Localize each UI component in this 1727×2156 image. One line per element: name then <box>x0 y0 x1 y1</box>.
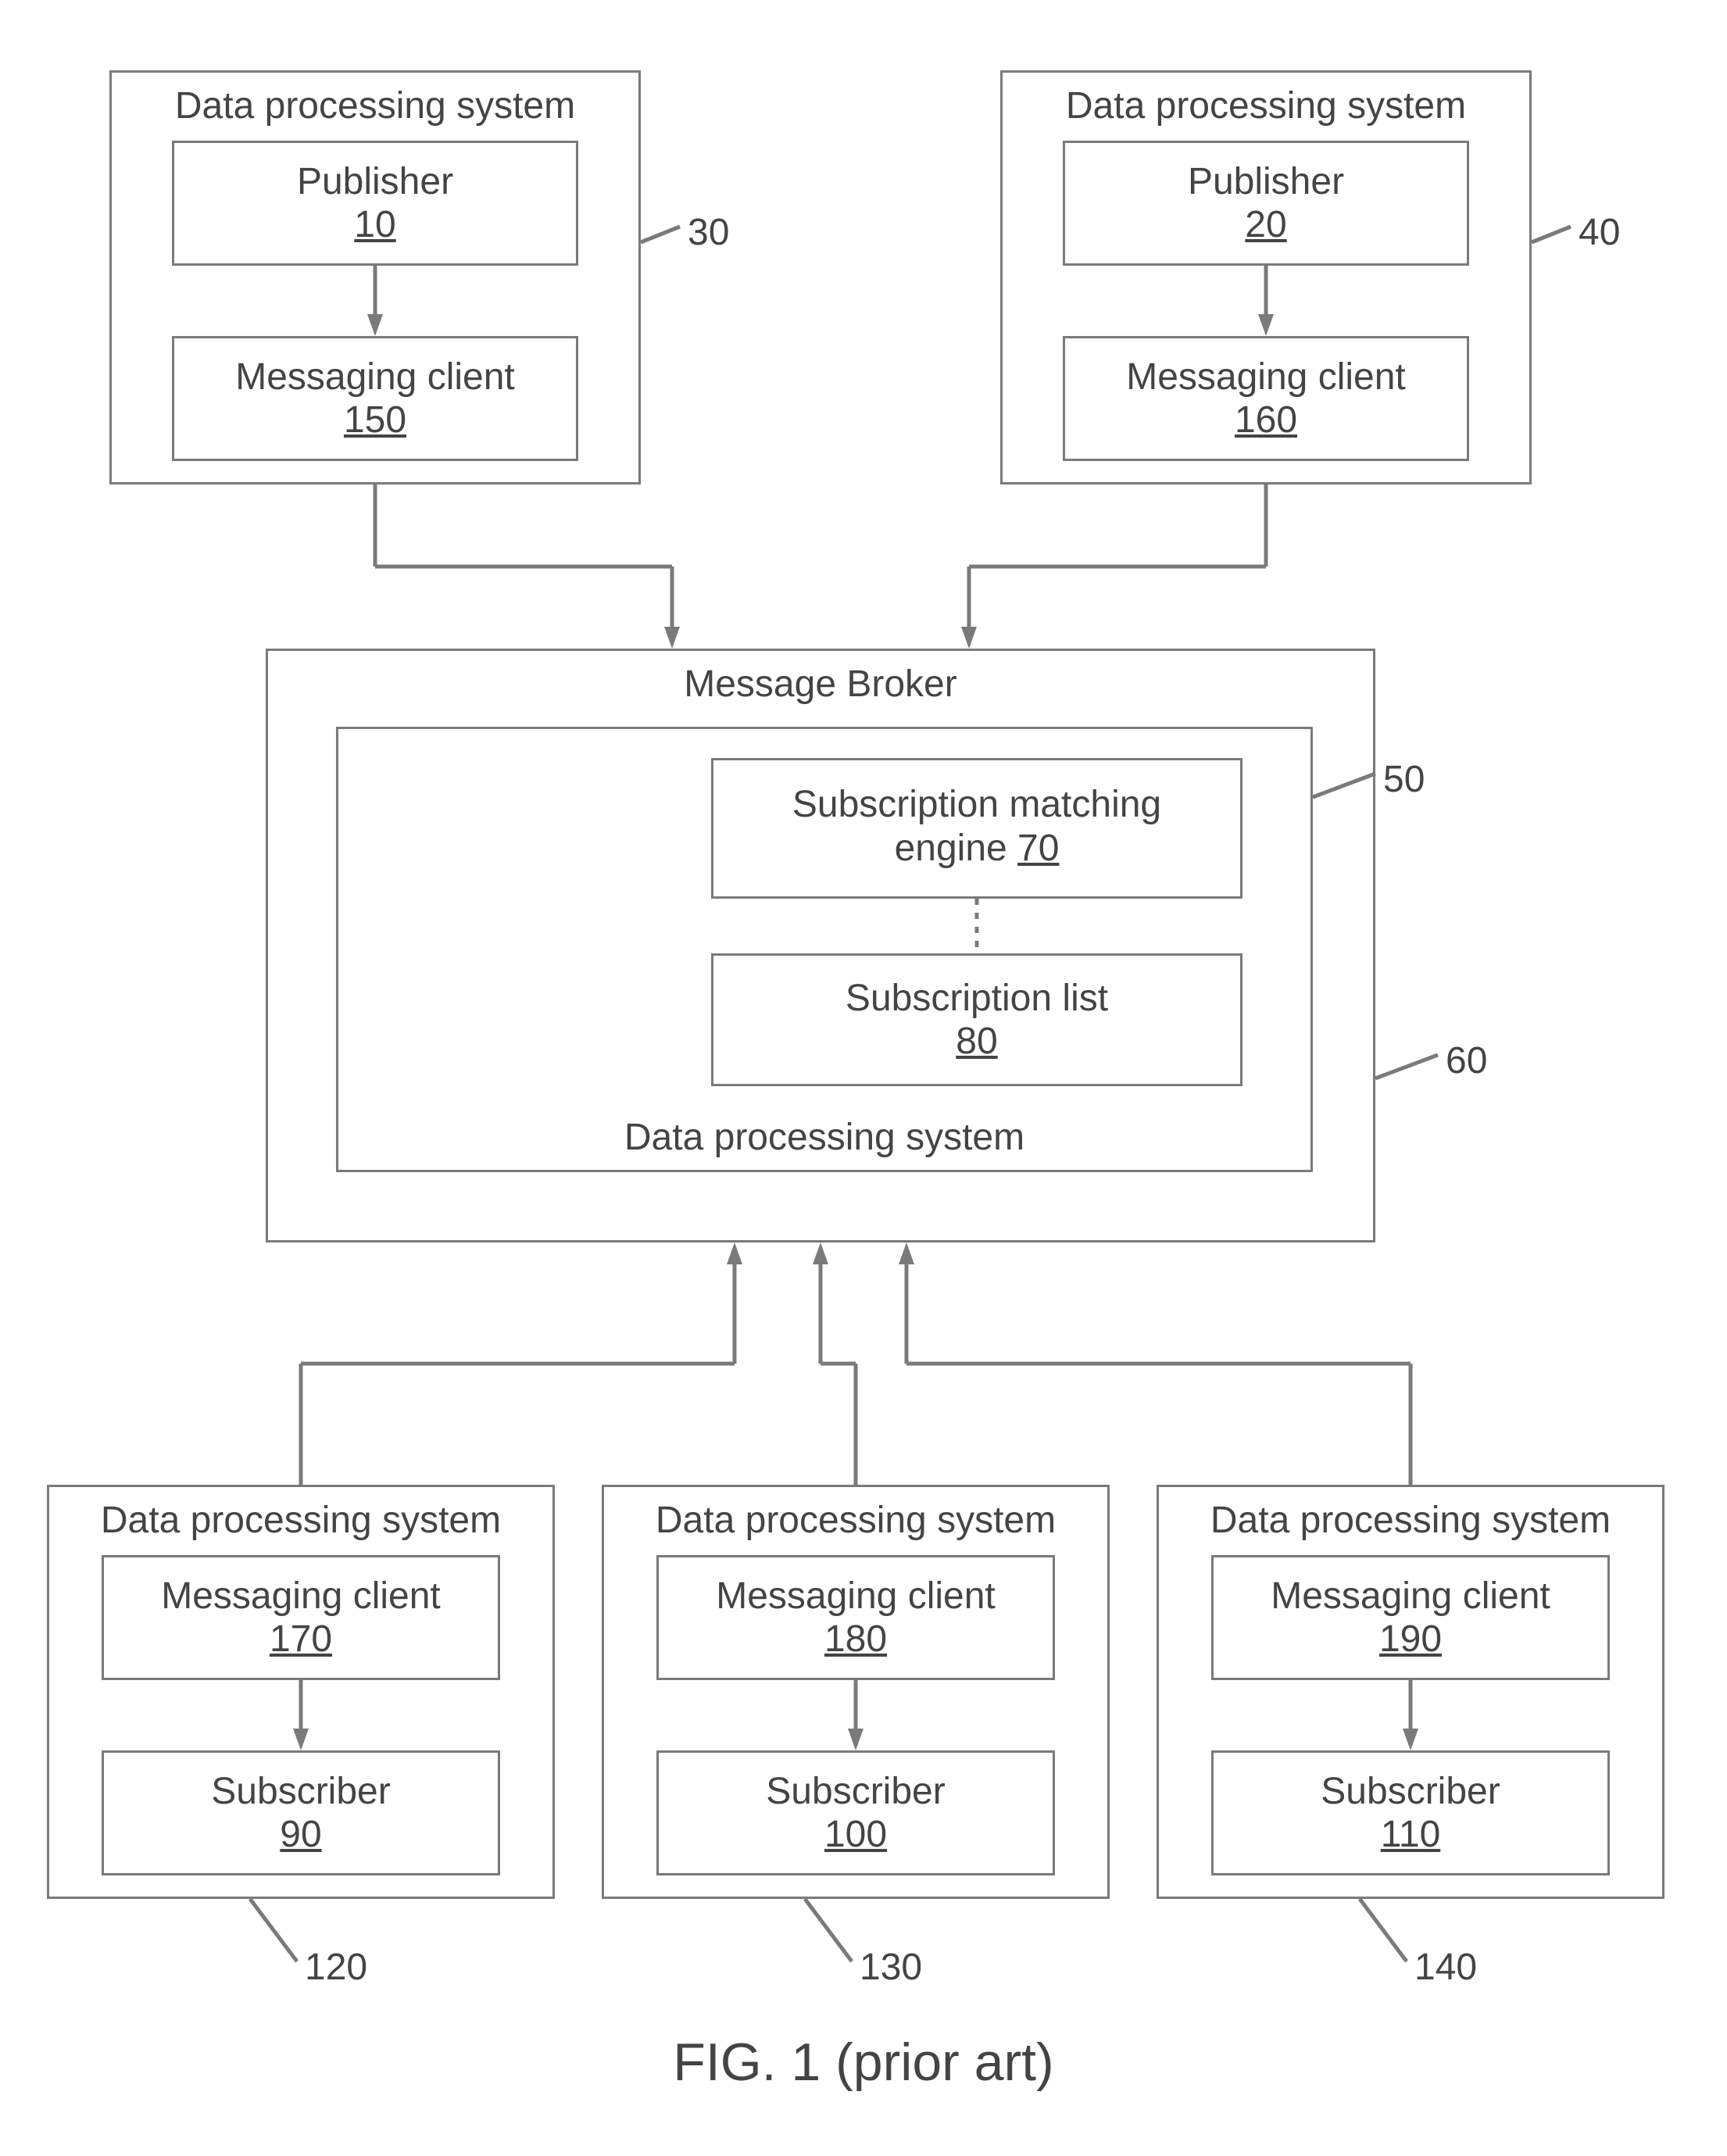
node-title: Subscription list80 <box>711 977 1243 1063</box>
node-title: Publisher10 <box>172 160 578 246</box>
node-title-bottom: Data processing system <box>336 1116 1313 1159</box>
ref-label-140: 140 <box>1414 1946 1508 1989</box>
figure-caption: FIG. 1 (prior art) <box>395 2032 1332 2093</box>
ref-label-30: 30 <box>688 211 781 254</box>
ref-label-60: 60 <box>1446 1039 1539 1082</box>
node-title: Data processing system <box>47 1499 555 1542</box>
diagram-canvas: Data processing system Publisher10 Messagi… <box>0 0 1727 2156</box>
ref-label-50: 50 <box>1383 758 1477 801</box>
node-title: Messaging client180 <box>656 1575 1055 1661</box>
ref-label-120: 120 <box>305 1946 399 1989</box>
node-title: Data processing system <box>1157 1499 1664 1542</box>
node-title: Subscription matchingengine 70 <box>711 783 1243 869</box>
node-title: Publisher20 <box>1063 160 1469 246</box>
node-title: Data processing system <box>602 1499 1110 1542</box>
ref-label-130: 130 <box>860 1946 953 1989</box>
node-title: Subscriber110 <box>1211 1770 1610 1856</box>
node-title: Data processing system <box>1000 84 1532 127</box>
node-title: Subscriber90 <box>102 1770 500 1856</box>
node-title: Messaging client150 <box>172 356 578 442</box>
node-title: Messaging client190 <box>1211 1575 1610 1661</box>
node-title: Subscriber100 <box>656 1770 1055 1856</box>
node-title: Message Broker <box>266 663 1375 706</box>
node-title: Messaging client160 <box>1063 356 1469 442</box>
ref-label-40: 40 <box>1579 211 1672 254</box>
node-title: Data processing system <box>109 84 641 127</box>
node-title: Messaging client170 <box>102 1575 500 1661</box>
